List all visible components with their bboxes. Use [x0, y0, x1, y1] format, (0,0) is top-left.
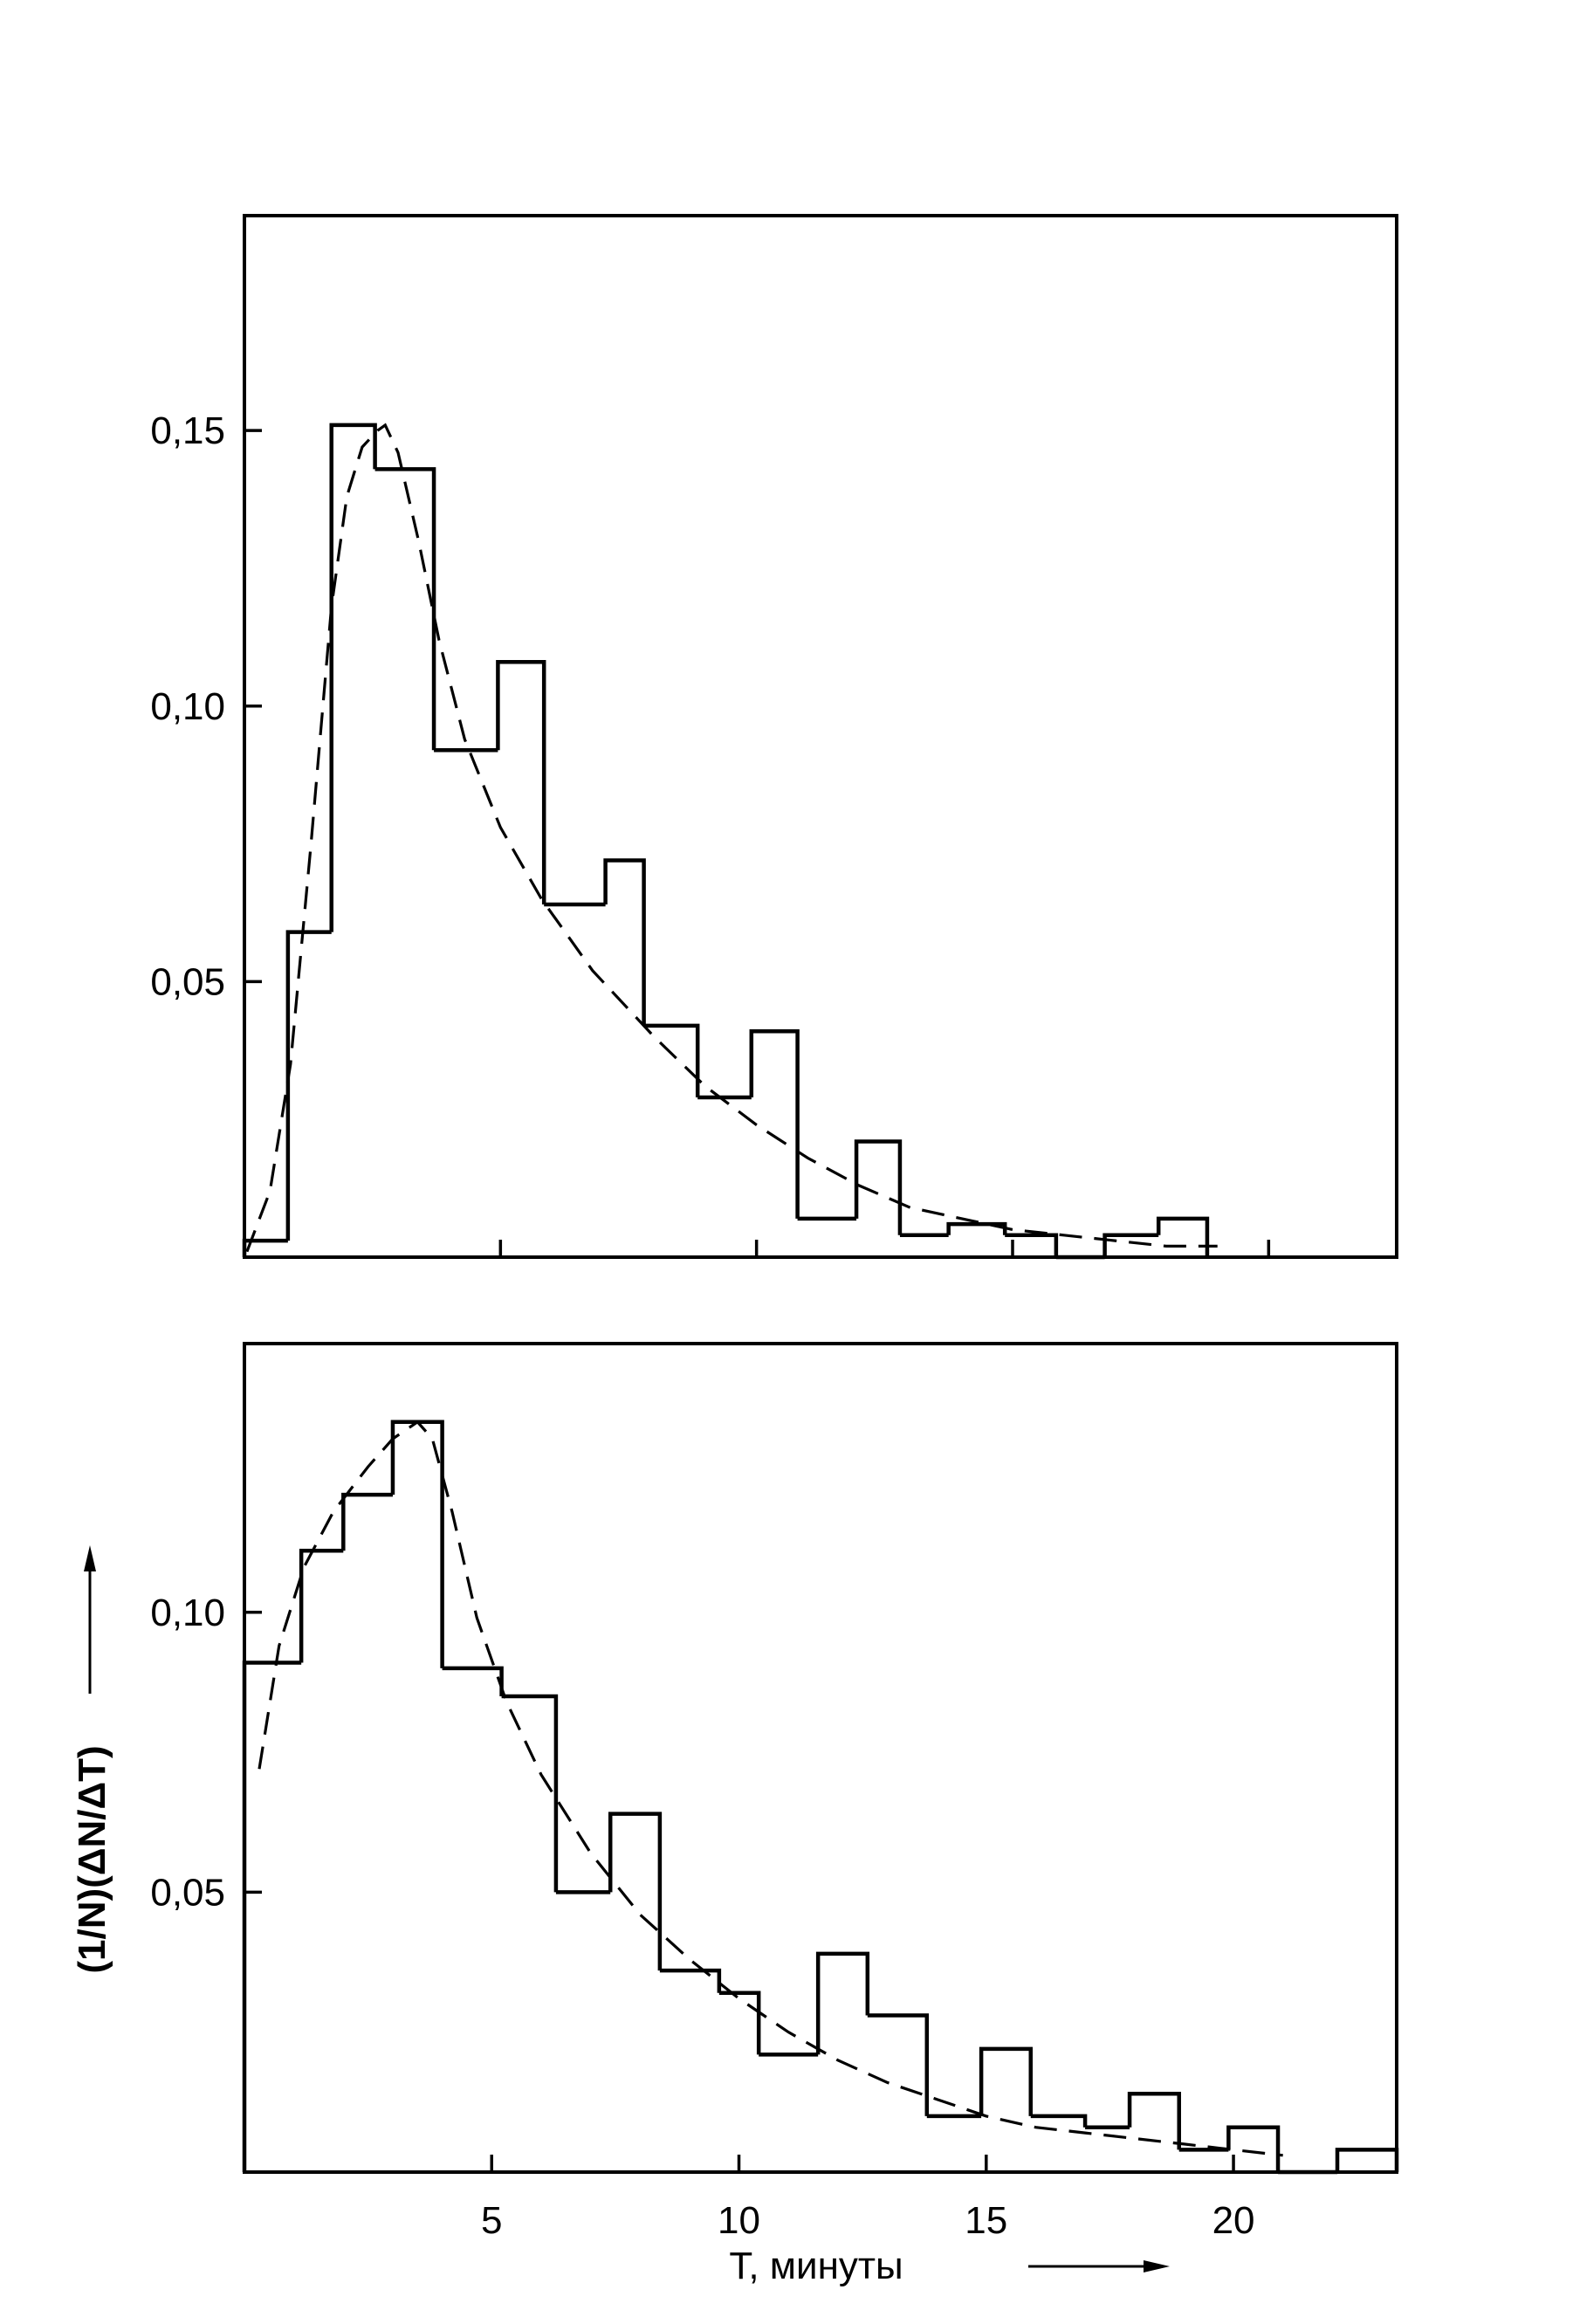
histogram-bar: [749, 1028, 800, 1219]
x-tick-label: 15: [965, 2199, 1007, 2242]
histogram-bar: [643, 1023, 700, 1097]
histogram-bar: [1102, 1233, 1159, 1257]
histogram-bar: [1156, 1216, 1210, 1257]
bottom-panel: 0,05 0,10 5 10 15 20: [150, 1342, 1399, 2242]
x-tick-label: 10: [718, 2199, 760, 2242]
histogram-bar: [242, 1660, 302, 2172]
x-axis-arrow: [1028, 2260, 1170, 2272]
histogram-bar: [718, 1991, 761, 2055]
fit-curve-line: [245, 423, 1218, 1253]
histogram-bar: [1226, 2125, 1281, 2172]
y-tick-label: 0,05: [150, 960, 225, 1003]
y-axis-label: (1/N)(ΔN/ΔT): [71, 1745, 113, 1973]
histogram-bar: [242, 1238, 288, 1257]
histogram-bar: [867, 2013, 930, 2116]
fit-curve-line: [258, 1420, 1283, 2157]
histogram-bar: [390, 1420, 444, 1668]
histogram-bar: [979, 2046, 1034, 2116]
histogram-bar: [603, 858, 646, 1026]
histogram-bar: [501, 1694, 559, 1893]
histogram-bar: [815, 1951, 870, 2055]
histogram-bar: [1127, 2091, 1181, 2150]
histogram-bar: [1005, 1233, 1059, 1257]
plot-frame: [243, 214, 1398, 1259]
x-tick-label: 20: [1212, 2199, 1255, 2242]
histogram-bar: [442, 1666, 504, 1696]
x-tick-label: 5: [481, 2199, 502, 2242]
y-tick-label: 0,10: [150, 1592, 225, 1634]
histogram-bar: [374, 467, 436, 751]
plot-frame: [243, 1342, 1398, 2174]
histogram-bar: [659, 1968, 722, 1993]
histogram-bar: [329, 423, 377, 932]
histogram-bar: [285, 930, 332, 1241]
histogram-bar: [854, 1139, 903, 1235]
histogram-bar: [496, 660, 546, 905]
histogram-bar: [946, 1221, 1007, 1235]
histogram-bar: [299, 1549, 344, 1663]
y-tick-label: 0,15: [150, 409, 225, 452]
x-axis-label: T, минуты: [729, 2245, 903, 2287]
y-tick-label: 0,05: [150, 1871, 225, 1914]
histogram-bar: [341, 1492, 393, 1551]
histogram-bar: [1335, 2148, 1399, 2172]
histogram-bar: [608, 1812, 663, 1971]
histogram-bar: [1030, 2114, 1088, 2128]
y-axis-arrow: [84, 1545, 96, 1694]
y-tick-label: 0,10: [150, 685, 225, 728]
top-panel: 0,05 0,10 0,15: [150, 214, 1398, 1260]
